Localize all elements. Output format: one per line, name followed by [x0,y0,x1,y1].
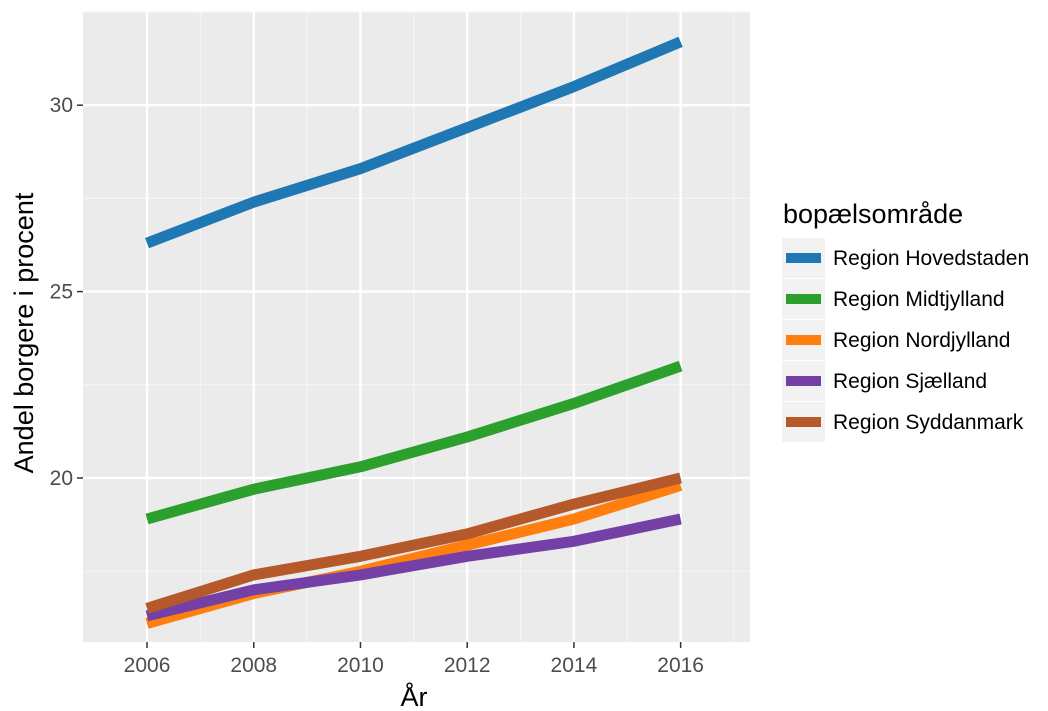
x-tick-label: 2006 [124,654,171,677]
legend-title: bopælsområde [783,199,963,229]
y-tick-label: 25 [50,281,73,304]
series-line [145,36,683,249]
y-tick-label: 30 [50,94,73,117]
series-line [145,360,683,525]
series-line [145,472,682,614]
y-tick-label: 20 [50,467,73,490]
minor-gridlines [83,11,750,642]
x-tick-label: 2008 [230,654,277,677]
series-lines [145,36,683,629]
x-tick-label: 2012 [444,654,491,677]
x-tick-label: 2014 [551,654,598,677]
plot-panel [83,12,750,642]
legend-label: Region Hovedstaden [833,247,1029,270]
major-gridlines [83,12,750,642]
legend-label: Region Midtjylland [833,288,1005,311]
legend: bopælsområde Region Hovedstaden Region Mi… [782,199,1029,442]
legend-label: Region Sjælland [833,370,987,393]
legend-label: Region Nordjylland [833,329,1010,352]
x-axis-ticks: 2006 2008 2010 2012 2014 2016 [124,642,704,677]
series-line [145,513,682,622]
x-tick-label: 2016 [657,654,704,677]
x-tick-label: 2010 [337,654,384,677]
legend-label: Region Syddanmark [833,411,1024,434]
y-axis-ticks: 20 25 30 [50,94,83,490]
y-axis-title: Andel borgere i procent [9,192,39,473]
x-axis-title: År [401,681,428,711]
